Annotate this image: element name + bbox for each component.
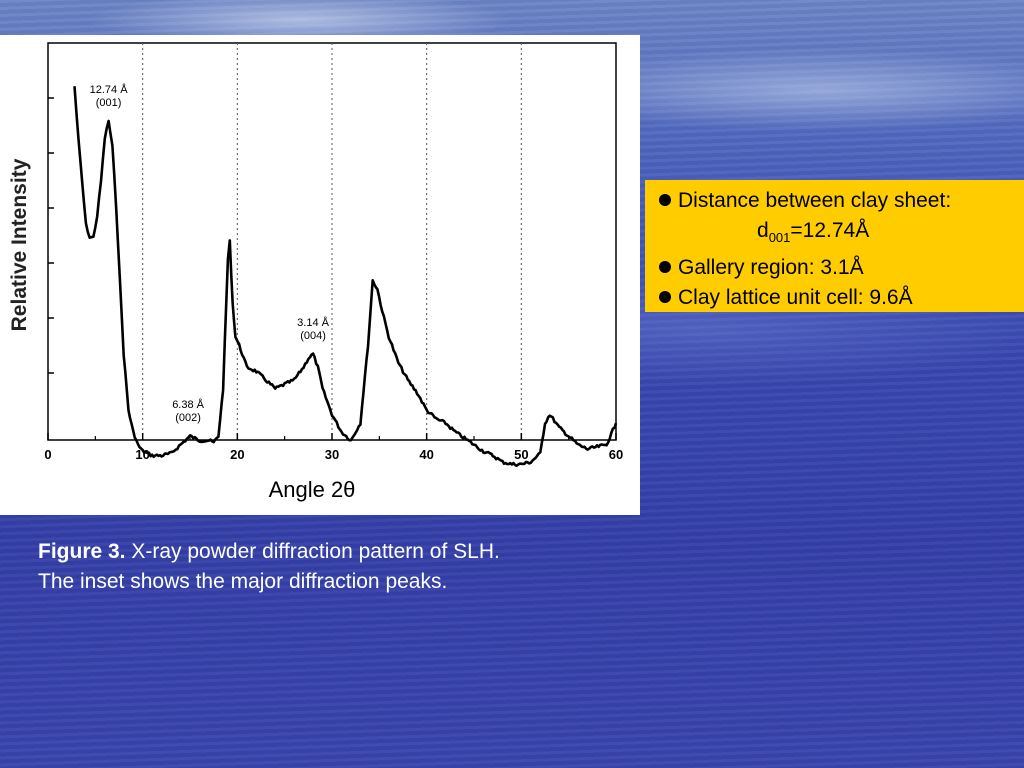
caption-label: Figure 3. xyxy=(38,540,126,563)
diffraction-curve xyxy=(73,86,618,467)
caption-text-1: X-ray powder diffraction pattern of SLH. xyxy=(125,540,500,563)
peak-label: 6.38 Å xyxy=(172,398,204,411)
figure-caption: Figure 3. X-ray powder diffraction patte… xyxy=(38,537,638,597)
info-line-distance: Distance between clay sheet: xyxy=(659,186,1014,216)
bullet-icon xyxy=(659,194,671,206)
plot-frame xyxy=(47,42,617,441)
peak-index-label: (004) xyxy=(300,330,326,342)
x-axis-label: Angle 2θ xyxy=(269,477,356,502)
info-line-gallery: Gallery region: 3.1Å xyxy=(659,253,1014,283)
peak-label: 12.74 Å xyxy=(90,83,129,96)
caption-text-2: The inset shows the major diffraction pe… xyxy=(38,570,448,593)
x-tick-label: 40 xyxy=(419,447,433,462)
bullet-icon xyxy=(659,261,671,274)
x-tick-label: 0 xyxy=(44,447,51,462)
x-tick-label: 50 xyxy=(514,447,528,462)
info-box: Distance between clay sheet: d001=12.74Å… xyxy=(645,180,1024,312)
peak-label: 3.14 Å xyxy=(297,316,329,329)
info-line-d-spacing: d001=12.74Å xyxy=(757,219,870,246)
peak-index-label: (002) xyxy=(175,412,201,424)
bullet-icon xyxy=(659,291,671,304)
x-tick-label: 60 xyxy=(609,447,623,462)
x-tick-label: 10 xyxy=(135,447,149,462)
y-axis-label: Relative Intensity xyxy=(8,158,31,331)
xrd-figure: 0 10 20 30 40 50 60 12.74 Å (001) 6.38 Å (002) 3.1… xyxy=(0,35,640,515)
peak-index-label: (001) xyxy=(96,97,122,109)
info-line-lattice: Clay lattice unit cell: 9.6Å xyxy=(659,283,1014,313)
xrd-chart: 0 10 20 30 40 50 60 12.74 Å(001) 6.38 Å(002) 3.1… xyxy=(8,42,623,502)
x-tick-label: 20 xyxy=(230,447,244,462)
x-tick-label: 30 xyxy=(325,447,339,462)
